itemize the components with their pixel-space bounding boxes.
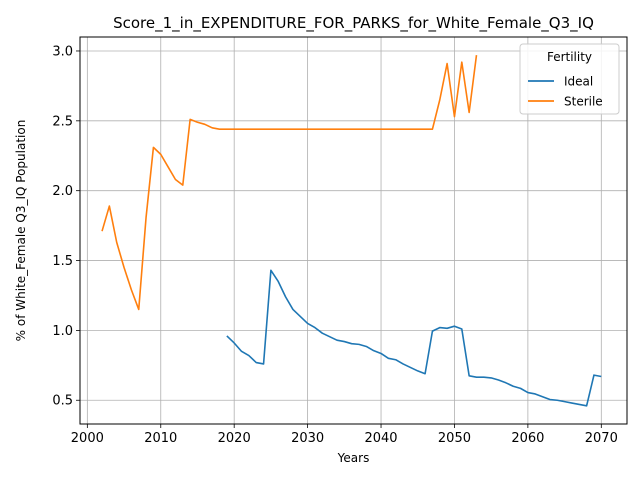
x-tick-label: 2060 bbox=[511, 431, 544, 446]
plot-frame bbox=[79, 36, 628, 425]
series-line-ideal bbox=[226, 269, 602, 407]
x-tick-label: 2040 bbox=[364, 431, 397, 446]
axis-ticks: 2000 2010 2020 2030 2040 2050 2060 2070 0.5 1.0 1.… bbox=[52, 44, 618, 446]
y-tick-label: 1.0 bbox=[52, 324, 73, 339]
y-tick-label: 3.0 bbox=[52, 44, 73, 59]
x-tick-label: 2030 bbox=[291, 431, 324, 446]
x-tick-label: 2070 bbox=[585, 431, 618, 446]
chart-title: Score_1_in_EXPENDITURE_FOR_PARKS_for_Whi… bbox=[113, 14, 594, 33]
x-tick-label: 2000 bbox=[71, 431, 104, 446]
y-tick-label: 1.5 bbox=[52, 254, 73, 269]
legend-title: Fertility bbox=[547, 50, 592, 64]
x-tick-label: 2050 bbox=[438, 431, 471, 446]
x-tick-label: 2010 bbox=[144, 431, 177, 446]
legend-box bbox=[519, 43, 620, 115]
legend-label-ideal: Ideal bbox=[564, 75, 593, 89]
y-tick-label: 2.5 bbox=[52, 114, 73, 129]
x-axis-label: Years bbox=[337, 451, 370, 465]
legend: Fertility Ideal Sterile bbox=[519, 43, 620, 115]
series-line-sterile bbox=[101, 55, 478, 311]
x-tick-label: 2020 bbox=[218, 431, 251, 446]
y-tick-label: 2.0 bbox=[52, 184, 73, 199]
series-lines bbox=[101, 55, 602, 407]
legend-label-sterile: Sterile bbox=[564, 95, 603, 109]
y-tick-label: 0.5 bbox=[52, 394, 73, 409]
y-axis-label: % of White_Female Q3_IQ Population bbox=[14, 120, 28, 342]
